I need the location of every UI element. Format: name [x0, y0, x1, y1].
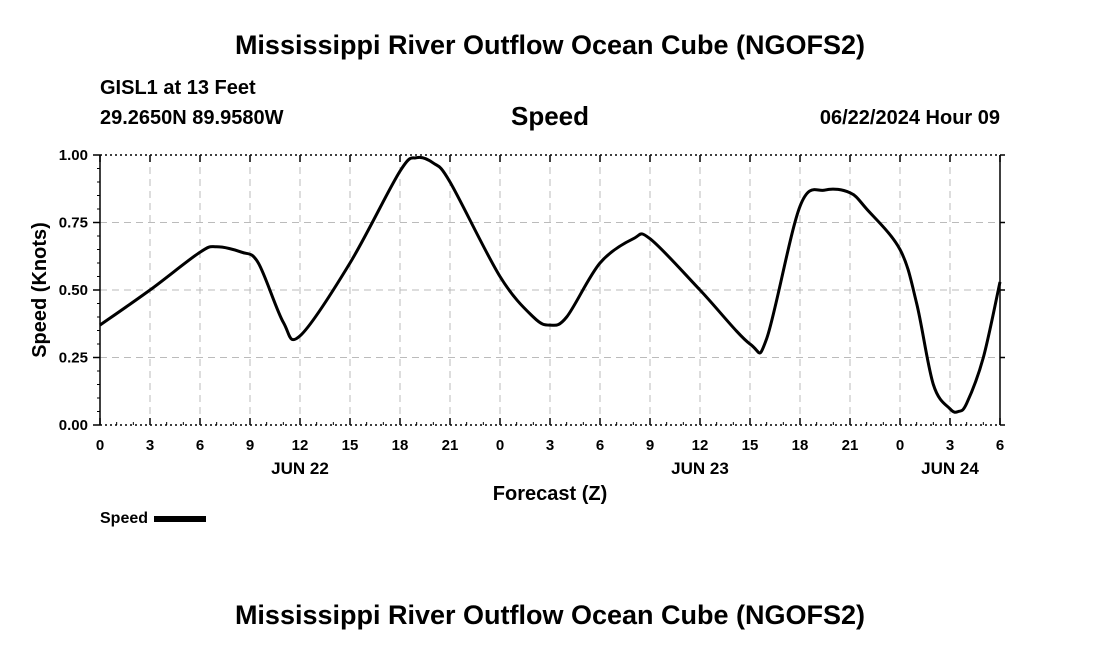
- x-tick-label: 6: [996, 437, 1004, 454]
- panel-title: Speed: [510, 101, 590, 131]
- x-tick-label: 15: [742, 437, 759, 454]
- x-tick-label: 3: [946, 437, 954, 454]
- x-tick-label: 9: [646, 437, 654, 454]
- legend-label: Speed: [100, 510, 149, 527]
- x-tick-label: 3: [546, 437, 554, 454]
- day-label: JUN 24: [921, 459, 979, 478]
- x-tick-label: 0: [96, 437, 104, 454]
- x-axis-label: Forecast (Z): [493, 483, 607, 505]
- station-coordinates: 29.2650N 89.9580W: [100, 107, 284, 129]
- legend-line-swatch: [154, 515, 207, 522]
- forecast-timestamp: 06/22/2024 Hour 09: [819, 107, 1000, 129]
- x-tick-label: 21: [842, 437, 859, 454]
- y-tick-label: 1.00: [59, 147, 88, 164]
- chart-footer-title: Mississippi River Outflow Ocean Cube (NG…: [234, 600, 866, 630]
- x-tick-label: 21: [442, 437, 459, 454]
- day-label: JUN 22: [271, 459, 329, 478]
- x-tick-label: 18: [392, 437, 409, 454]
- x-tick-label: 0: [496, 437, 504, 454]
- day-label: JUN 23: [671, 459, 729, 478]
- x-tick-label: 3: [146, 437, 154, 454]
- x-tick-label: 12: [292, 437, 309, 454]
- y-tick-label: 0.25: [59, 350, 88, 367]
- x-tick-label: 6: [596, 437, 604, 454]
- y-axis-label: Speed (Knots): [29, 222, 51, 358]
- x-tick-label: 0: [896, 437, 904, 454]
- y-tick-label: 0.50: [59, 282, 88, 299]
- legend: Speed: [100, 510, 207, 528]
- y-tick-label: 0.75: [59, 215, 88, 232]
- station-label: GISL1 at 13 Feet: [100, 77, 256, 99]
- x-tick-label: 15: [342, 437, 359, 454]
- chart-main-title: Mississippi River Outflow Ocean Cube (NG…: [234, 30, 866, 60]
- x-tick-label: 18: [792, 437, 809, 454]
- x-tick-label: 12: [692, 437, 709, 454]
- x-tick-label: 9: [246, 437, 254, 454]
- x-tick-label: 6: [196, 437, 204, 454]
- y-tick-label: 0.00: [59, 417, 88, 434]
